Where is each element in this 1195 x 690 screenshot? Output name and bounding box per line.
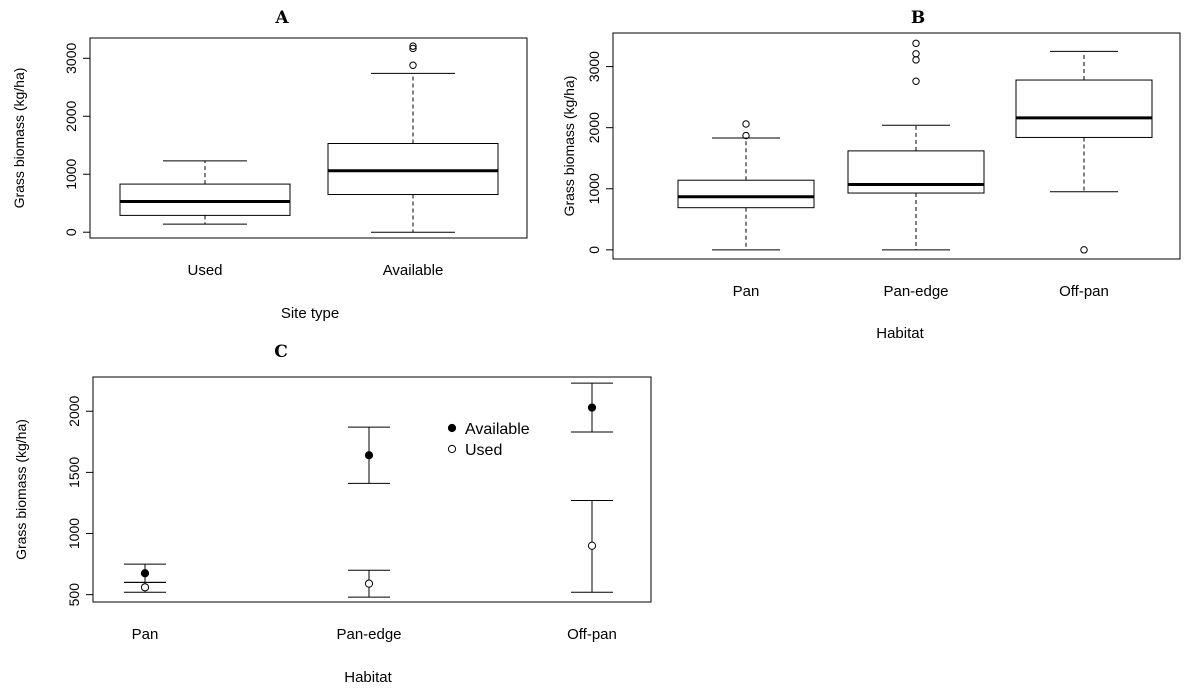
outlier-point [742,131,750,140]
outlier-point [912,39,920,48]
panel-title: A [274,8,289,28]
outlier-point [912,77,920,85]
y-tick-label: 0 [586,246,602,254]
y-tick-label: 0 [63,228,79,236]
x-axis-label: Habitat [876,325,924,342]
y-tick-label: 1500 [66,457,82,488]
y-axis-label: Grass biomass (kg/ha) [13,419,29,560]
legend-marker [447,423,457,433]
panel-title: B [911,8,925,28]
panel-title: C [274,342,288,362]
data-point [140,583,150,592]
box-body [847,150,985,194]
x-axis-label: Habitat [344,669,392,686]
x-tick-label: Used [187,262,222,279]
box-body [1015,79,1153,138]
outlier-point [912,56,920,64]
x-tick-label: Off-pan [567,626,617,643]
y-tick-label: 1000 [63,158,79,189]
chart-panel-a: A 0 1000 2000 3000 Grass biomass (kg/ha) Used A… [11,8,528,322]
box-used [119,160,291,225]
box-body [119,183,291,216]
box-off-pan [1015,50,1153,254]
series-available [124,382,613,583]
outlier-point [912,50,920,58]
plot-frame [92,376,652,603]
legend-label: Available [465,421,530,438]
x-tick-label: Pan-edge [336,626,401,643]
y-tick-label: 2000 [586,112,602,143]
y-tick-label: 1000 [586,173,602,204]
y-axis-label: Grass biomass (kg/ha) [561,76,577,217]
outlier-point [409,44,417,53]
box-body [677,179,815,209]
box-pan-edge [847,39,985,251]
outlier-point [409,42,417,50]
legend-label: Used [465,442,502,459]
x-tick-label: Pan-edge [883,283,948,300]
chart-panel-b: B 0 1000 2000 3000 Grass biomass (kg/ha) Pan Pa… [561,8,1181,342]
y-tick-label: 500 [66,583,82,607]
legend: Available Used [447,421,530,459]
outlier-point [409,61,417,69]
outlier-point [1080,246,1088,254]
x-tick-label: Pan [132,626,159,643]
y-tick-label: 1000 [66,518,82,549]
x-tick-label: Available [383,262,444,279]
x-tick-label: Pan [733,283,760,300]
x-axis-label: Site type [281,305,339,322]
y-tick-label: 3000 [63,43,79,74]
x-tick-label: Off-pan [1059,283,1109,300]
y-tick-label: 2000 [66,395,82,426]
data-point [364,579,374,588]
box-pan [677,120,815,251]
data-point [587,541,597,550]
plot-frame [89,37,528,239]
box-body [327,143,499,196]
y-tick-label: 2000 [63,100,79,131]
data-point [140,569,150,578]
chart-panel-c: C 500 1000 1500 2000 Grass biomass (kg/ha) Pan… [13,342,652,686]
y-tick-label: 3000 [586,51,602,82]
box-available [327,42,499,233]
plot-frame [612,32,1181,260]
outlier-point [742,120,750,128]
y-axis-label: Grass biomass (kg/ha) [11,68,27,209]
series-used [124,500,613,598]
data-point [587,403,597,412]
legend-marker [447,444,457,454]
data-point [364,451,374,460]
